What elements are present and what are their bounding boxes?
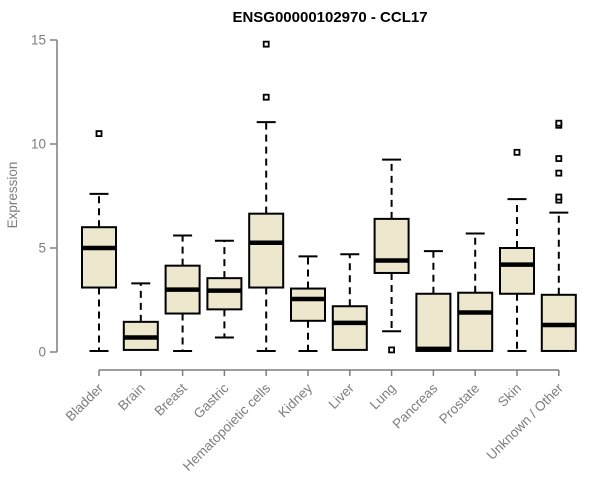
iqr-box xyxy=(331,305,368,351)
boxplot-group-prostate xyxy=(457,232,494,352)
x-tick-label-kidney: Kidney xyxy=(275,380,315,420)
boxplot-group-pancreas xyxy=(415,250,452,352)
iqr-box xyxy=(415,292,452,352)
x-tick-label-pancreas: Pancreas xyxy=(390,380,441,431)
boxplot-group-breast xyxy=(164,234,201,352)
iqr-box xyxy=(457,291,494,352)
outlier-point xyxy=(262,93,270,101)
iqr-box xyxy=(290,287,326,322)
plot-area: 0 5 10 15 Bladder Brain Breast GastricHematopoi… xyxy=(31,33,577,474)
y-tick-label: 5 xyxy=(38,241,46,256)
outlier-point xyxy=(513,148,521,156)
outlier-point xyxy=(555,193,563,201)
x-tick-label-breast: Breast xyxy=(152,380,190,418)
x-tick-label-skin: Skin xyxy=(495,381,524,410)
boxplot-group-brain xyxy=(122,282,159,351)
boxplot-group-kidney xyxy=(290,255,326,352)
outlier-point xyxy=(555,155,563,162)
boxplot-group-lung xyxy=(373,158,410,354)
boxplot-group-gastric xyxy=(206,239,243,339)
iqr-box xyxy=(206,277,243,311)
iqr-box xyxy=(499,247,535,295)
x-tick-label-lung: Lung xyxy=(367,381,399,413)
outlier-point xyxy=(95,130,103,138)
iqr-box xyxy=(81,226,117,289)
y-axis: 0 5 10 15 xyxy=(31,33,58,360)
outlier-point xyxy=(555,119,563,127)
x-tick-label-bladder: Bladder xyxy=(63,380,107,424)
y-tick-label: 0 xyxy=(38,345,46,360)
iqr-box xyxy=(373,217,410,274)
x-tick-label-unknown-other: Unknown / Other xyxy=(484,380,567,463)
iqr-box xyxy=(248,212,285,289)
outlier-point xyxy=(388,346,396,354)
y-tick-label: 15 xyxy=(31,33,46,48)
outlier-point xyxy=(262,40,270,48)
x-tick-label-prostate: Prostate xyxy=(436,381,482,427)
x-tick-label-brain: Brain xyxy=(115,381,148,414)
boxplot-group-skin xyxy=(499,148,535,352)
x-tick-label-gastric: Gastric xyxy=(191,380,232,421)
boxplot-group-liver xyxy=(331,253,368,351)
outlier-point xyxy=(555,169,563,177)
boxplot-group-bladder xyxy=(81,130,117,352)
y-tick-label: 10 xyxy=(31,137,46,152)
chart-title: ENSG00000102970 - CCL17 xyxy=(232,9,427,26)
x-tick-label-liver: Liver xyxy=(326,380,358,412)
y-axis-label: Expression xyxy=(5,162,20,229)
boxplot-group-hematopoietic-cells xyxy=(248,40,285,352)
boxplot-group-unknown-other xyxy=(540,119,577,352)
